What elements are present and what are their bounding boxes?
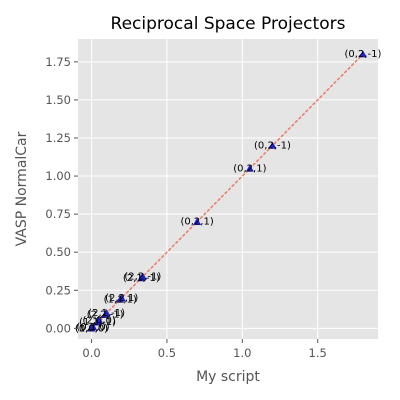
data-label: (0,2,1) (180, 217, 213, 228)
data-label: (1,1,-1) (79, 317, 116, 328)
x-tick-label: 0.0 (82, 346, 100, 360)
y-axis-label: VASP NormalCar (14, 131, 30, 246)
data-point (87, 324, 96, 332)
x-ticks: 0.0 0.5 1.0 1.5 (82, 339, 327, 360)
y-tick-label: 0.50 (45, 245, 71, 259)
reference-line (90, 53, 364, 330)
y-tick-label: 1.75 (45, 55, 71, 69)
y-tick-label: 1.00 (45, 169, 71, 183)
y-tick-label: 1.50 (45, 93, 71, 107)
y-ticks: 0.00 0.25 0.50 0.75 1.00 1.25 1.50 1.75 (45, 55, 78, 335)
data-label: (2,0,0) (82, 316, 115, 327)
data-label: (1,1,1) (104, 294, 137, 305)
data-label: (0,2,1) (233, 163, 266, 174)
data-label: (2,2,1) (105, 293, 138, 304)
y-tick-label: 0.00 (45, 321, 71, 335)
data-label: (0,0,0) (75, 323, 108, 334)
data-point (101, 310, 110, 318)
x-tick-label: 1.5 (309, 346, 327, 360)
data-point (268, 141, 277, 149)
data-point (193, 217, 202, 225)
y-tick-label: 1.25 (45, 131, 71, 145)
data-label: (2,2,-1) (124, 272, 161, 283)
data-point (137, 274, 146, 282)
chart-title: Reciprocal Space Projectors (111, 14, 346, 34)
data-points (87, 50, 367, 332)
data-point (358, 50, 367, 58)
y-tick-label: 0.25 (45, 283, 71, 297)
x-tick-label: 0.5 (158, 346, 176, 360)
data-label: (2,1,-1) (88, 308, 125, 319)
x-tick-label: 1.0 (233, 346, 251, 360)
data-point (116, 295, 125, 303)
data-point (245, 164, 254, 172)
y-tick-label: 0.75 (45, 207, 71, 221)
data-point (93, 318, 102, 326)
data-label: (0,2,-1) (344, 49, 381, 60)
data-label: (1,0,0) (75, 323, 108, 334)
data-labels: (0,2,-1)(0,2,-1)(0,2,1)(0,2,1)(2,2,-1)(2… (75, 49, 382, 334)
x-axis-label: My script (196, 369, 260, 385)
grid-lines (78, 39, 378, 339)
data-label: (0,2,-1) (254, 141, 291, 152)
data-label: (2,1,-1) (123, 273, 160, 284)
reference-line-group (90, 53, 364, 330)
data-label: (2,2,-1) (87, 310, 124, 321)
data-label: (0,1,0) (76, 322, 109, 333)
